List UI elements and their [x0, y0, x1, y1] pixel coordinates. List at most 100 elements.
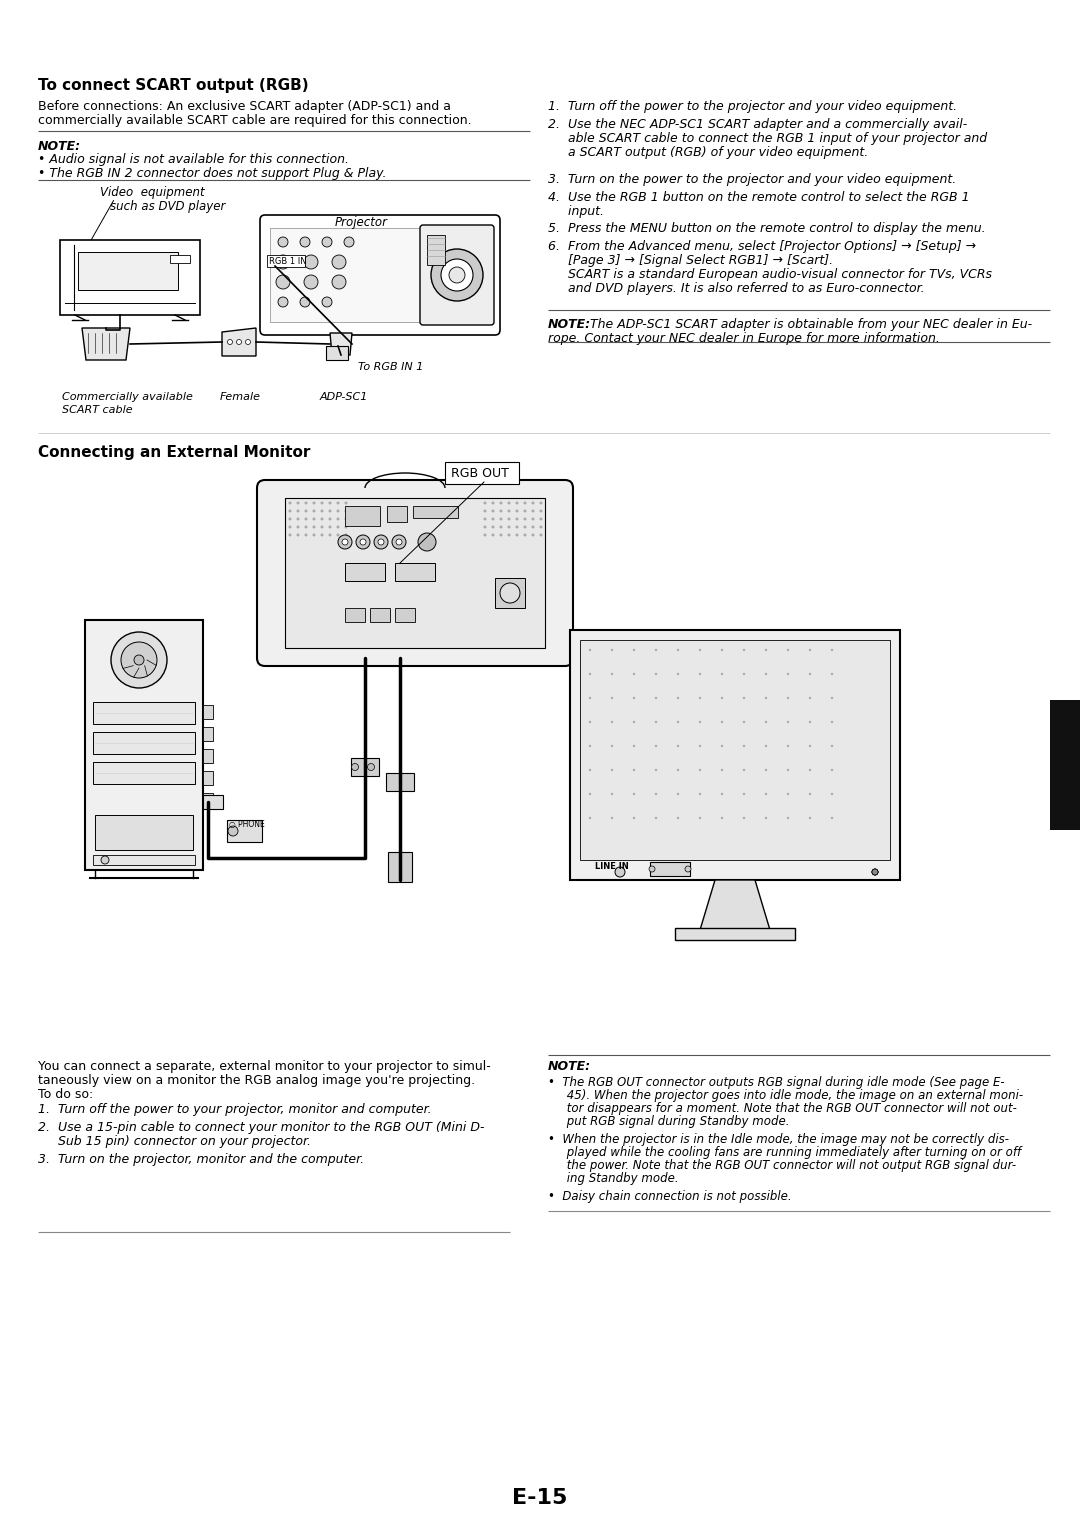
- Text: such as DVD player: such as DVD player: [110, 200, 226, 214]
- Circle shape: [228, 826, 238, 836]
- FancyBboxPatch shape: [427, 235, 445, 266]
- Circle shape: [699, 769, 701, 771]
- FancyBboxPatch shape: [78, 252, 178, 290]
- FancyBboxPatch shape: [345, 507, 380, 526]
- Circle shape: [305, 502, 308, 505]
- Text: input.: input.: [548, 204, 604, 218]
- Circle shape: [312, 510, 315, 513]
- Circle shape: [765, 794, 767, 795]
- Circle shape: [589, 745, 591, 748]
- Circle shape: [831, 720, 833, 723]
- Circle shape: [345, 502, 348, 505]
- FancyBboxPatch shape: [445, 462, 519, 484]
- Text: taneously view on a monitor the RGB analog image you're projecting.: taneously view on a monitor the RGB anal…: [38, 1074, 475, 1087]
- Text: the power. Note that the RGB OUT connector will not output RGB signal dur-: the power. Note that the RGB OUT connect…: [548, 1160, 1016, 1172]
- Text: SCART cable: SCART cable: [62, 404, 133, 415]
- Circle shape: [633, 649, 635, 652]
- Circle shape: [809, 769, 811, 771]
- Circle shape: [787, 697, 789, 699]
- Polygon shape: [330, 333, 352, 356]
- Circle shape: [611, 649, 613, 652]
- Text: tor disappears for a moment. Note that the RGB OUT connector will not out-: tor disappears for a moment. Note that t…: [548, 1102, 1017, 1116]
- Circle shape: [305, 517, 308, 520]
- Circle shape: [134, 655, 144, 665]
- Circle shape: [499, 510, 502, 513]
- FancyBboxPatch shape: [93, 732, 195, 754]
- Circle shape: [809, 745, 811, 748]
- Circle shape: [321, 502, 324, 505]
- Circle shape: [484, 517, 486, 520]
- Circle shape: [288, 525, 292, 528]
- Circle shape: [491, 502, 495, 505]
- FancyBboxPatch shape: [203, 749, 213, 763]
- Polygon shape: [82, 328, 130, 360]
- FancyBboxPatch shape: [570, 630, 900, 881]
- Circle shape: [872, 868, 878, 874]
- Text: 3.  Turn on the projector, monitor and the computer.: 3. Turn on the projector, monitor and th…: [38, 1154, 364, 1166]
- Circle shape: [540, 517, 542, 520]
- Circle shape: [633, 673, 635, 674]
- Text: a SCART output (RGB) of your video equipment.: a SCART output (RGB) of your video equip…: [548, 146, 868, 159]
- FancyBboxPatch shape: [345, 563, 384, 581]
- Circle shape: [699, 673, 701, 674]
- Text: •  Daisy chain connection is not possible.: • Daisy chain connection is not possible…: [548, 1190, 792, 1202]
- Circle shape: [345, 517, 348, 520]
- Circle shape: [524, 510, 527, 513]
- Circle shape: [654, 673, 658, 674]
- Circle shape: [743, 697, 745, 699]
- Circle shape: [345, 510, 348, 513]
- Circle shape: [499, 525, 502, 528]
- Circle shape: [633, 816, 635, 819]
- Text: To connect SCART output (RGB): To connect SCART output (RGB): [38, 78, 309, 93]
- Circle shape: [337, 525, 339, 528]
- Circle shape: [337, 502, 339, 505]
- FancyBboxPatch shape: [203, 794, 213, 807]
- Circle shape: [809, 816, 811, 819]
- FancyBboxPatch shape: [420, 224, 494, 325]
- Circle shape: [515, 510, 518, 513]
- Circle shape: [321, 517, 324, 520]
- Circle shape: [121, 642, 157, 678]
- Text: 1.  Turn off the power to the projector and your video equipment.: 1. Turn off the power to the projector a…: [548, 101, 957, 113]
- Circle shape: [297, 510, 299, 513]
- Text: Sub 15 pin) connector on your projector.: Sub 15 pin) connector on your projector.: [38, 1135, 311, 1148]
- Circle shape: [418, 533, 436, 551]
- Circle shape: [288, 534, 292, 537]
- Circle shape: [589, 816, 591, 819]
- FancyBboxPatch shape: [285, 497, 545, 649]
- Circle shape: [589, 649, 591, 652]
- FancyBboxPatch shape: [675, 928, 795, 940]
- Text: •  The RGB OUT connector outputs RGB signal during idle mode (See page E-: • The RGB OUT connector outputs RGB sign…: [548, 1076, 1004, 1090]
- Circle shape: [743, 794, 745, 795]
- Text: ○ PHONE: ○ PHONE: [229, 819, 265, 829]
- FancyBboxPatch shape: [413, 507, 458, 517]
- Text: To RGB IN 1: To RGB IN 1: [357, 362, 423, 372]
- Circle shape: [484, 510, 486, 513]
- Text: 5.  Press the MENU button on the remote control to display the menu.: 5. Press the MENU button on the remote c…: [548, 221, 986, 235]
- Circle shape: [321, 525, 324, 528]
- Circle shape: [276, 255, 291, 269]
- FancyBboxPatch shape: [85, 620, 203, 870]
- Circle shape: [677, 673, 679, 674]
- FancyBboxPatch shape: [267, 255, 305, 267]
- Circle shape: [508, 525, 511, 528]
- FancyBboxPatch shape: [203, 771, 213, 784]
- Text: Connecting an External Monitor: Connecting an External Monitor: [38, 446, 310, 459]
- Circle shape: [831, 816, 833, 819]
- Circle shape: [654, 697, 658, 699]
- Circle shape: [431, 249, 483, 301]
- Circle shape: [288, 510, 292, 513]
- Text: • Audio signal is not available for this connection.: • Audio signal is not available for this…: [38, 153, 349, 166]
- Text: Before connections: An exclusive SCART adapter (ADP-SC1) and a: Before connections: An exclusive SCART a…: [38, 101, 451, 113]
- Circle shape: [831, 673, 833, 674]
- Circle shape: [111, 632, 167, 688]
- Circle shape: [699, 697, 701, 699]
- Circle shape: [649, 865, 654, 871]
- Circle shape: [345, 237, 354, 247]
- Circle shape: [765, 697, 767, 699]
- Circle shape: [699, 816, 701, 819]
- Circle shape: [500, 583, 519, 603]
- Text: Female: Female: [220, 392, 261, 401]
- Circle shape: [345, 525, 348, 528]
- Circle shape: [322, 237, 332, 247]
